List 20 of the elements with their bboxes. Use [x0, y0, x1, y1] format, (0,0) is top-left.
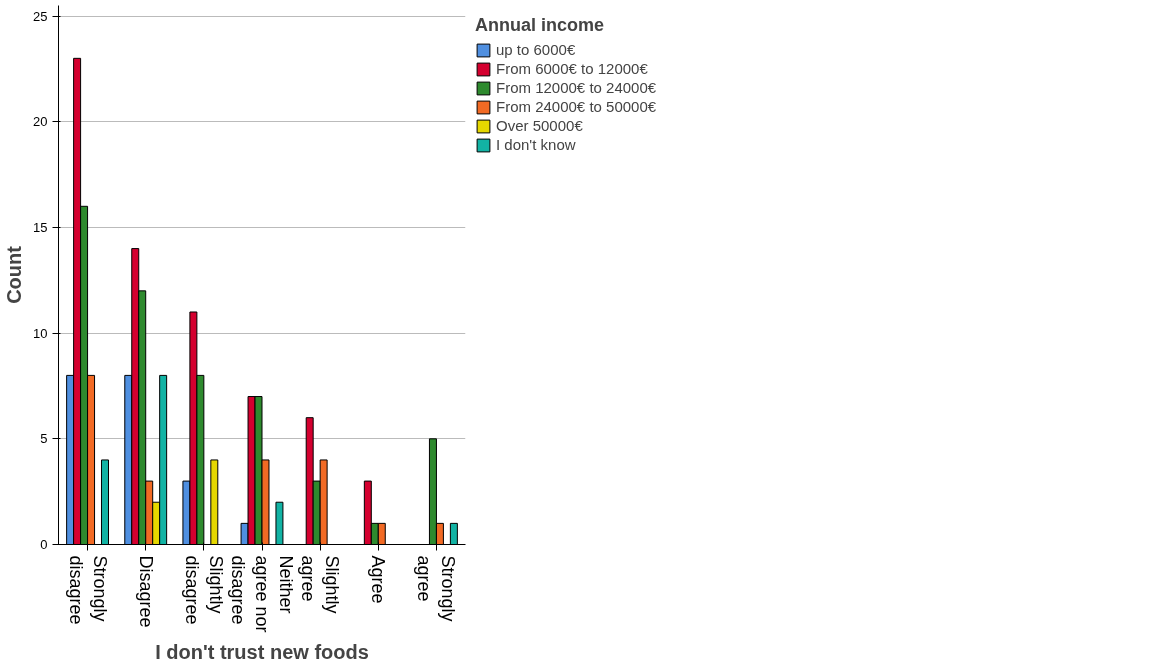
legend-label: From 12000€ to 24000€	[496, 79, 657, 96]
y-axis-title: Count	[3, 245, 26, 304]
x-tick-label: Slightly disagree	[181, 555, 226, 625]
x-tick-label: Strongly agree	[414, 555, 459, 622]
y-tick-label: 5	[40, 431, 48, 447]
y-tick-label: 25	[33, 8, 48, 24]
x-axis-title: I don't trust new foods	[155, 640, 369, 663]
legend-label: up to 6000€	[496, 41, 576, 58]
legend-label: From 6000€ to 12000€	[496, 60, 648, 77]
x-tick-label: Disagree	[135, 555, 156, 628]
legend-label: Over 50000€	[496, 117, 583, 134]
x-tick-label: Agree	[368, 555, 389, 604]
y-tick-label: 10	[33, 325, 48, 341]
y-tick-label: 20	[33, 114, 48, 130]
legend-title: Annual income	[475, 15, 605, 36]
x-tick-label: Strongly disagree	[65, 555, 110, 625]
legend-label: I don't know	[496, 136, 576, 153]
legend-label: From 24000€ to 50000€	[496, 98, 657, 115]
y-tick-label: 15	[33, 219, 48, 235]
y-tick-label: 0	[40, 537, 48, 552]
